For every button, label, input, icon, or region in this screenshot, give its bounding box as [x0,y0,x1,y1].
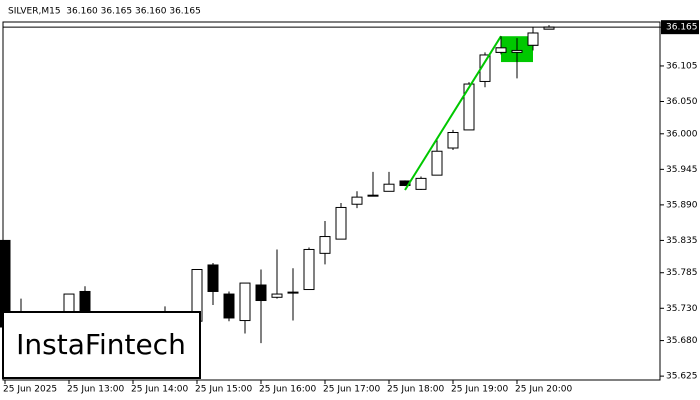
y-tick-label: 35.730 [666,304,698,314]
candle-body [511,49,523,53]
candle-body [255,284,267,302]
candle [271,249,283,299]
candle-body [351,196,363,205]
candle [239,282,251,334]
y-tick-label: 35.835 [666,236,698,246]
x-tick-label: 25 Jun 13:00 [67,385,124,395]
candle-body [415,177,427,190]
y-tick-label: 36.000 [666,129,698,139]
candle-body [495,47,507,53]
candle-body [543,26,555,30]
y-tick-label: 35.945 [666,165,698,175]
candle [319,221,331,265]
last-price-label: 36.165 [666,23,698,33]
candle-body [271,293,283,298]
candle-body [207,264,219,292]
candle [351,191,363,209]
candle-body [367,194,379,197]
x-tick-label: 25 Jun 17:00 [323,385,380,395]
x-tick-label: 25 Jun 19:00 [451,385,508,395]
x-tick-label: 25 Jun 14:00 [131,385,188,395]
candle [287,268,299,321]
candle [431,140,443,176]
candle [303,247,315,291]
candle-body [447,132,459,149]
candle [463,82,475,131]
last-price-box [661,20,699,35]
x-tick-label: 25 Jun 2025 [3,385,57,395]
pattern-pole [404,35,502,191]
y-tick-label: 36.050 [666,97,698,107]
candle-body [527,32,539,46]
candle-body [431,150,443,176]
y-tick-label: 35.625 [666,372,698,382]
candle-body [223,293,235,319]
candle-body [383,183,395,192]
x-tick-label: 25 Jun 15:00 [195,385,252,395]
x-tick-label: 25 Jun 18:00 [387,385,444,395]
candle [447,129,459,150]
logo: InstaFintech [16,328,186,361]
candle-body [239,282,251,322]
candle [415,176,427,191]
logo-box [2,311,201,379]
y-tick-label: 35.785 [666,268,698,278]
candle [207,263,219,306]
candle [335,202,347,240]
candle [223,291,235,322]
candle-body [319,236,331,254]
candle [383,171,395,192]
y-tick-label: 36.105 [666,61,698,71]
candle-body [303,248,315,291]
candle-body [287,291,299,294]
chart-header: SILVER,M15 36.160 36.165 36.160 36.165 [8,7,201,17]
candle-body [463,83,475,131]
candle-body [335,206,347,240]
y-tick-label: 35.680 [666,336,698,346]
x-tick-label: 25 Jun 16:00 [259,385,316,395]
candle [367,171,379,197]
x-tick-label: 25 Jun 20:00 [515,385,572,395]
candle [255,269,267,344]
y-tick-label: 35.890 [666,200,698,210]
